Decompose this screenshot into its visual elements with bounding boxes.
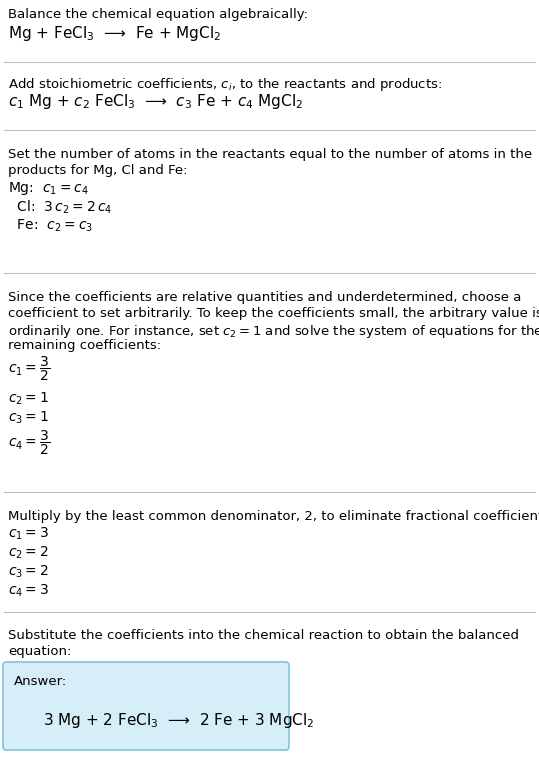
Text: Since the coefficients are relative quantities and underdetermined, choose a: Since the coefficients are relative quan… [8,291,521,304]
Text: coefficient to set arbitrarily. To keep the coefficients small, the arbitrary va: coefficient to set arbitrarily. To keep … [8,307,539,320]
Text: $c_3 = 2$: $c_3 = 2$ [8,564,49,581]
Text: $c_2 = 2$: $c_2 = 2$ [8,545,49,562]
Text: Substitute the coefficients into the chemical reaction to obtain the balanced: Substitute the coefficients into the che… [8,629,519,642]
Text: Fe:  $c_2 = c_3$: Fe: $c_2 = c_3$ [8,218,93,235]
Text: equation:: equation: [8,645,71,658]
Text: Answer:: Answer: [14,675,67,688]
Text: $c_1 = \dfrac{3}{2}$: $c_1 = \dfrac{3}{2}$ [8,355,50,383]
Text: Cl:  $3\,c_2 = 2\,c_4$: Cl: $3\,c_2 = 2\,c_4$ [8,199,113,216]
Text: Mg:  $c_1 = c_4$: Mg: $c_1 = c_4$ [8,180,89,197]
Text: $c_4 = 3$: $c_4 = 3$ [8,583,49,600]
Text: 3 Mg + 2 FeCl$_3$  ⟶  2 Fe + 3 MgCl$_2$: 3 Mg + 2 FeCl$_3$ ⟶ 2 Fe + 3 MgCl$_2$ [14,711,314,730]
Text: $c_3 = 1$: $c_3 = 1$ [8,410,49,427]
Text: $c_1 = 3$: $c_1 = 3$ [8,526,49,543]
Text: $c_4 = \dfrac{3}{2}$: $c_4 = \dfrac{3}{2}$ [8,429,50,457]
Text: ordinarily one. For instance, set $c_2 = 1$ and solve the system of equations fo: ordinarily one. For instance, set $c_2 =… [8,323,539,340]
Text: Set the number of atoms in the reactants equal to the number of atoms in the: Set the number of atoms in the reactants… [8,148,532,161]
Text: $c_1$ Mg + $c_2$ FeCl$_3$  ⟶  $c_3$ Fe + $c_4$ MgCl$_2$: $c_1$ Mg + $c_2$ FeCl$_3$ ⟶ $c_3$ Fe + $… [8,92,303,111]
Text: Mg + FeCl$_3$  ⟶  Fe + MgCl$_2$: Mg + FeCl$_3$ ⟶ Fe + MgCl$_2$ [8,24,221,43]
Text: remaining coefficients:: remaining coefficients: [8,339,161,352]
Text: Add stoichiometric coefficients, $c_i$, to the reactants and products:: Add stoichiometric coefficients, $c_i$, … [8,76,442,93]
Text: Multiply by the least common denominator, 2, to eliminate fractional coefficient: Multiply by the least common denominator… [8,510,539,523]
FancyBboxPatch shape [3,662,289,750]
Text: Balance the chemical equation algebraically:: Balance the chemical equation algebraica… [8,8,308,21]
Text: products for Mg, Cl and Fe:: products for Mg, Cl and Fe: [8,164,188,177]
Text: $c_2 = 1$: $c_2 = 1$ [8,391,49,408]
